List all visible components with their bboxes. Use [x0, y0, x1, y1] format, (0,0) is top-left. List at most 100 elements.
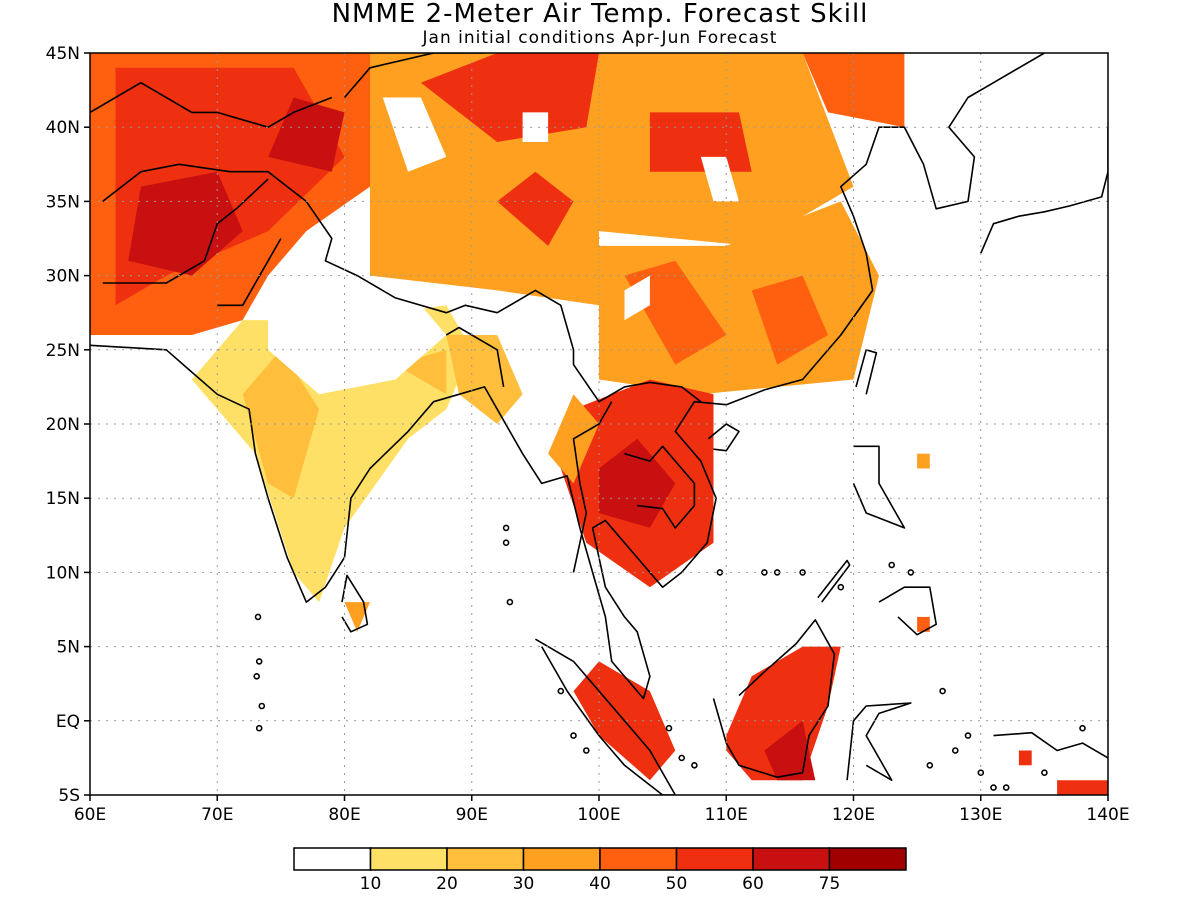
colorbar-swatch	[828, 847, 907, 871]
skill-region	[917, 453, 930, 469]
lon-tick-label: 90E	[456, 805, 488, 825]
lat-tick-label: 40N	[46, 118, 80, 138]
island	[761, 569, 768, 576]
coastline	[707, 423, 740, 452]
lat-tick-label: 35N	[46, 192, 80, 212]
colorbar-tick-label: 20	[436, 874, 458, 894]
island	[1041, 769, 1048, 777]
colorbar-swatch	[675, 847, 754, 871]
island	[582, 747, 590, 754]
skill-region	[649, 112, 752, 172]
coastline	[102, 163, 702, 403]
colorbar-tick-label: 40	[589, 874, 611, 894]
colorbar-tick-label: 75	[819, 874, 841, 894]
coastline	[846, 702, 912, 782]
island	[951, 747, 959, 754]
skill-region	[497, 171, 574, 246]
coastline	[343, 53, 485, 99]
island	[253, 672, 261, 680]
coastline	[878, 586, 938, 636]
coastline	[624, 445, 696, 529]
no-skill-patch	[700, 156, 739, 202]
coastline-layer	[90, 53, 1108, 795]
skill-region	[751, 275, 828, 365]
skill-region	[624, 260, 727, 365]
lat-tick-label: 20N	[46, 415, 80, 435]
island	[716, 569, 724, 576]
lat-tick-label: 10N	[46, 563, 80, 583]
island	[799, 569, 806, 576]
lat-tick-label: 5S	[58, 786, 80, 806]
colorbar-swatch	[369, 847, 448, 871]
island	[570, 732, 577, 739]
island	[255, 724, 263, 732]
island	[502, 539, 510, 547]
map-title: NMME 2-Meter Air Temp. Forecast Skill	[331, 0, 869, 29]
island	[254, 613, 262, 621]
lon-tick-label: 110E	[705, 805, 748, 825]
map-subtitle: Jan initial conditions Apr-Jun Forecast	[422, 28, 778, 48]
lon-tick-label: 70E	[201, 805, 233, 825]
skill-region	[917, 616, 930, 632]
island	[907, 569, 915, 576]
skill-region	[344, 602, 370, 632]
colorbar-tick-label: 50	[666, 874, 688, 894]
coastline	[852, 445, 906, 529]
colorbar-tick-label: 10	[360, 874, 382, 894]
island	[990, 784, 997, 791]
coastline	[980, 127, 1108, 254]
skill-region	[242, 349, 320, 499]
island	[926, 761, 934, 769]
no-skill-patch	[382, 97, 447, 172]
coastline	[90, 81, 333, 128]
graticule	[90, 53, 1108, 795]
skill-region	[128, 171, 243, 276]
colorbar-tick-label: 60	[742, 874, 764, 894]
colorbar-swatch	[752, 847, 831, 871]
skill-region	[446, 335, 523, 424]
coastline	[102, 178, 269, 284]
coastline	[855, 348, 878, 395]
skill-fill-layer	[90, 53, 1108, 795]
island	[837, 583, 845, 591]
lat-tick-label: 15N	[46, 489, 80, 509]
lon-tick-label: 140E	[1086, 805, 1129, 825]
island	[502, 524, 510, 532]
lon-tick-label: 120E	[832, 805, 875, 825]
island	[1079, 724, 1086, 732]
island	[964, 732, 972, 739]
no-skill-patch	[268, 275, 447, 395]
island	[678, 754, 686, 762]
lat-tick-label: 5N	[56, 638, 80, 658]
coastline	[817, 559, 851, 603]
no-skill-patch	[522, 112, 549, 142]
coastline	[572, 401, 613, 573]
colorbar-swatch	[293, 847, 372, 871]
coastline	[341, 574, 369, 633]
skill-region	[599, 438, 676, 528]
lon-tick-label: 60E	[74, 805, 106, 825]
coastline	[217, 238, 282, 307]
colorbar-tick-label: 30	[513, 874, 535, 894]
axis-ticks: 60E 70E 80E 90E 100E 110E 120E 130E 140E 45N 40N 35…	[46, 44, 1130, 825]
island	[939, 687, 946, 695]
lat-tick-label: EQ	[56, 712, 80, 732]
colorbar: 10 20 30 40 50 60 75	[293, 847, 907, 894]
coastline	[445, 326, 505, 388]
skill-region	[1057, 780, 1108, 795]
island	[1002, 784, 1010, 791]
skill-region	[1018, 750, 1032, 766]
island	[506, 598, 514, 606]
island	[258, 702, 266, 710]
lon-tick-label: 80E	[328, 805, 360, 825]
coastline	[534, 638, 677, 795]
colorbar-swatch	[599, 847, 678, 871]
island	[691, 761, 698, 769]
island	[255, 658, 263, 665]
island	[888, 561, 896, 569]
lon-tick-label: 130E	[959, 805, 1002, 825]
lat-tick-label: 45N	[46, 44, 80, 64]
skill-region	[764, 720, 816, 781]
island	[977, 769, 985, 777]
